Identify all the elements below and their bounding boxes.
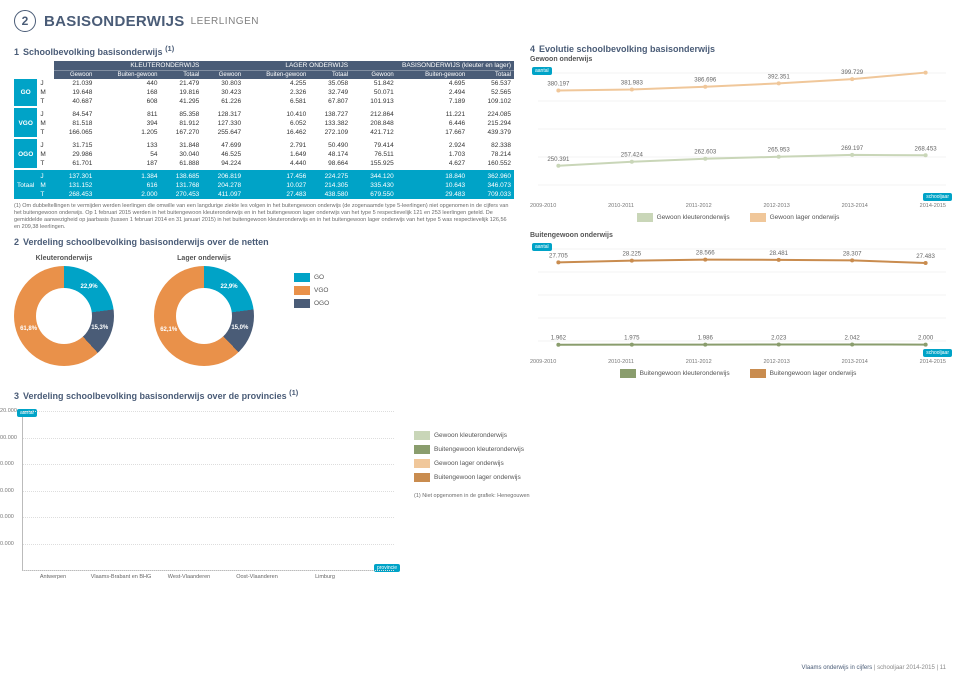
chart-gewoon: aantal schooljaar 250.391257.424262.6032… [538, 69, 946, 199]
svg-text:269.197: 269.197 [841, 146, 864, 152]
sec1-title: Schoolbevolking basisonderwijs [23, 47, 163, 57]
svg-text:392.351: 392.351 [768, 74, 791, 80]
svg-text:27.483: 27.483 [916, 254, 935, 260]
svg-text:1.986: 1.986 [698, 336, 714, 342]
svg-text:28.481: 28.481 [769, 251, 788, 257]
svg-text:1.962: 1.962 [551, 336, 567, 342]
page-title: BASISONDERWIJS [44, 13, 185, 30]
svg-text:386.696: 386.696 [694, 78, 717, 84]
svg-text:1.975: 1.975 [624, 336, 640, 342]
row-group: OGO [14, 138, 37, 169]
chart-provinces: aantal provincie 020.00040.00060.00080.0… [22, 411, 394, 571]
svg-text:381.983: 381.983 [621, 80, 644, 86]
svg-text:250.391: 250.391 [547, 157, 570, 163]
sec1-table: KLEUTERONDERWIJS LAGER ONDERWIJS BASISON… [14, 61, 514, 199]
sec3-title: Verdeling schoolbevolking basisonderwijs… [23, 391, 287, 401]
svg-text:28.307: 28.307 [843, 251, 862, 257]
svg-text:2.042: 2.042 [845, 336, 861, 342]
svg-text:380.197: 380.197 [547, 82, 570, 88]
section-2: 2Verdeling schoolbevolking basisonderwij… [14, 237, 514, 366]
svg-text:27.705: 27.705 [549, 253, 568, 259]
section-4: 4Evolutie schoolbevolking basisonderwijs… [530, 44, 946, 378]
sec2-title: Verdeling schoolbevolking basisonderwijs… [23, 237, 269, 247]
section-3: 3Verdeling schoolbevolking basisonderwij… [14, 388, 946, 575]
row-group: VGO [14, 107, 37, 138]
svg-text:2.000: 2.000 [918, 336, 934, 342]
svg-text:2.023: 2.023 [771, 336, 787, 342]
page-header: 2 BASISONDERWIJS LEERLINGEN [14, 10, 946, 32]
svg-text:262.603: 262.603 [694, 150, 717, 156]
svg-text:265.953: 265.953 [768, 148, 791, 154]
section-badge: 2 [14, 10, 36, 32]
svg-text:28.225: 28.225 [622, 252, 641, 258]
row-group: GO [14, 79, 37, 107]
svg-text:411.097: 411.097 [915, 69, 937, 70]
svg-text:268.453: 268.453 [915, 146, 938, 152]
svg-text:257.424: 257.424 [621, 153, 644, 159]
donut: 22,9%15,0%62,1% [154, 266, 254, 366]
page-footer: Vlaams onderwijs in cijfers | schooljaar… [802, 665, 946, 671]
svg-text:28.566: 28.566 [696, 251, 715, 257]
chart-buitengewoon: aantal schooljaar 1.9621.9751.9862.0232.… [538, 245, 946, 355]
row-group: Totaal [14, 169, 37, 199]
page-subtitle: LEERLINGEN [191, 16, 259, 27]
page-root: 2 BASISONDERWIJS LEERLINGEN 1Schoolbevol… [0, 0, 960, 677]
donut: 22,9%15,3%61,8% [14, 266, 114, 366]
section-1: 1Schoolbevolking basisonderwijs (1) KLEU… [14, 44, 514, 231]
sec4-title: Evolutie schoolbevolking basisonderwijs [539, 44, 715, 54]
sec1-footnote: (1) Om dubbeltellingen te vermijden werd… [14, 203, 514, 231]
svg-text:399.729: 399.729 [841, 70, 864, 76]
